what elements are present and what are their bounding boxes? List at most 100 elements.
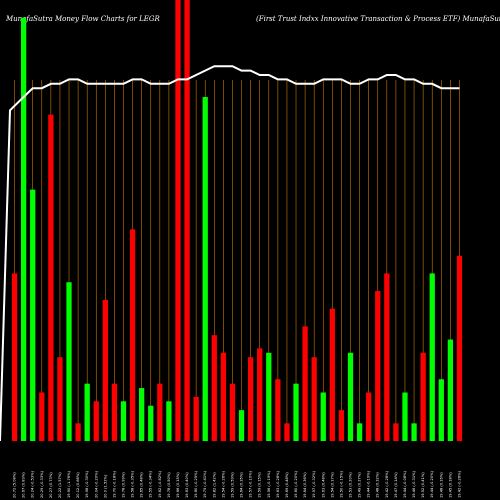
x-tick-label: 20.67 (0.83%) [22,472,26,498]
x-tick-label: 19.90 (-1.76%) [67,470,71,498]
x-tick-label: 19.78 (0.50%) [167,472,171,498]
money-flow-bar [139,388,145,441]
money-flow-bar [366,392,372,441]
x-tick-label: 19.49 (0.27%) [358,472,362,498]
x-tick-label: 19.59 (0.15%) [258,472,262,498]
price-line [0,65,460,442]
x-tick-label: 19.78 (0.99%) [122,472,126,498]
money-flow-bar [11,273,18,441]
x-tick-label: 19.54 (-0.26%) [221,470,225,498]
x-tick-label: 19.58 (-0.35%) [131,470,135,498]
x-tick-label: 19.59 (0.59%) [230,472,234,498]
x-tick-label: 19.45 (0.18%) [448,472,452,498]
money-flow-bar [247,357,254,441]
money-flow-bar [320,392,326,441]
money-flow-bar [338,410,345,441]
money-flow-bar [157,383,163,441]
x-tick-label: 19.66 (0.15%) [176,472,180,498]
x-tick-label: 19.98 (-0.30%) [85,470,89,498]
x-tick-label: 19.53 (0.20%) [349,472,353,498]
x-tick-label: 20.29 (-0.33%) [40,470,44,498]
money-flow-bar [238,410,245,441]
bar-layer [11,0,463,442]
x-tick-label: 19.64 (0.35%) [240,472,244,498]
x-tick-label: 19.48 (0.32%) [376,472,380,498]
x-tick-label: 19.44 (-0.19%) [367,470,371,498]
money-flow-bar [329,308,335,441]
x-tick-label: 19.63 (-0.28%) [276,470,280,498]
x-tick-label: 19.75 (-0.41%) [203,470,207,498]
money-flow-bar [175,0,181,441]
x-tick-label: 19.50 (-0.15%) [339,470,343,498]
x-tick-label: 19.63 (0.40%) [185,472,189,498]
x-tick-label: 20.12 (0.68%) [76,472,80,498]
money-flow-bar [275,379,281,441]
x-tick-label: 19.57 (-0.32%) [312,470,316,498]
x-tick-label: 19.48 (0.16%) [439,472,443,498]
money-flow-bar [129,229,136,441]
money-flow-bar [211,335,217,441]
x-tick-label: 19.47 (0.14%) [394,472,398,498]
money-flow-bar [393,423,399,441]
money-flow-bar [456,255,463,441]
money-flow-bar [356,423,363,441]
money-flow-bar [120,401,127,441]
money-flow-bar [39,392,45,441]
money-flow-bar [57,357,63,441]
x-tick-label: 19.52 (0.41%) [421,472,425,498]
x-tick-label: 19.54 (0.17%) [330,472,334,498]
money-flow-bar [93,401,99,441]
chart-title: MunafaSutra Money Flow Charts for LEGR [5,15,160,23]
money-flow-bar [311,357,317,441]
money-flow-bar [148,405,154,441]
money-flow-bar [75,423,81,441]
money-flow-bar [284,423,290,441]
money-flow-bar [202,97,208,442]
money-flow-bar [20,17,27,441]
money-flow-bar [84,383,90,441]
money-flow-bar [102,299,108,441]
x-tick-label: 19.56 (-0.19%) [267,470,271,498]
money-flow-bar [302,326,308,441]
money-flow-bar [48,114,54,441]
x-tick-label: 20.0 (1.52%) [103,474,107,498]
money-flow-bar [111,383,118,441]
x-tick-label: 19.42 (-0.28%) [385,470,389,498]
money-flow-bar [347,352,354,441]
money-flow-bar [266,352,272,441]
money-flow-bar [402,392,408,441]
x-tick-label: 19.60 (-0.20%) [294,470,298,498]
money-flow-bar [411,423,417,441]
x-tick-label: 19.55 (-0.34%) [149,470,153,498]
money-flow-bar [438,379,444,441]
x-tick-label: 19.69 (0.48%) [285,472,289,498]
x-tick-label: 19.65 (0.48%) [140,472,144,498]
x-tick-label: 20.04 (-0.20%) [94,470,98,498]
x-tick-label: 19.63 (0.48%) [321,472,325,498]
chart-subtitle: (First Trust Indxx Innovative Transactio… [256,15,500,23]
x-tick-label: 19.44 (-0.08%) [403,470,407,498]
money-flow-bar [193,396,199,441]
money-flow-bar [420,352,426,441]
money-flow-bar [447,339,454,441]
x-tick-label: 19.82 (1.42%) [212,472,216,498]
money-flow-bar [66,282,72,441]
money-flow-bar [166,401,172,441]
money-flow-bar [384,273,390,441]
x-tick-label: 19.70 (-0.18%) [112,470,116,498]
money-flow-bar [375,291,381,441]
money-flow-bar [184,0,190,441]
x-tick-label: 19.42 (-0.26%) [457,470,461,498]
x-tick-label: 19.62 (-0.82%) [158,470,162,498]
money-flow-bar [229,383,236,441]
money-flow-bar [220,352,227,441]
money-flow-bar [429,273,435,441]
x-tick-label: 19.80 (-0.25%) [194,470,198,498]
x-tick-label: 19.64 (0.36%) [303,472,307,498]
x-tick-label: 20.22 (1.57%) [58,472,62,498]
money-flow-bar [257,348,263,441]
x-tick-label: 19.46 (-0.31%) [412,470,416,498]
x-tick-label: 20.24 (-0.53%) [31,470,35,498]
money-flow-bar [30,189,36,441]
